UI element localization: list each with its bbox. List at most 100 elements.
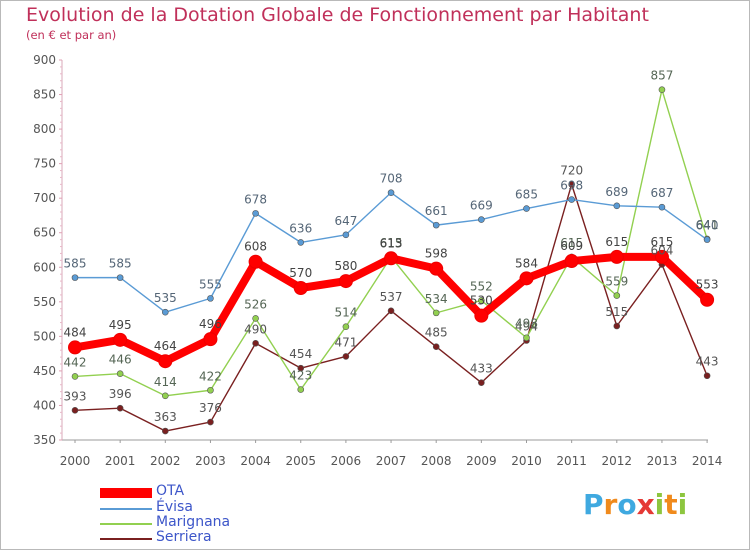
- x-tick-label: 2010: [511, 454, 542, 468]
- data-label-ota: 608: [244, 240, 267, 254]
- data-label-evisa: 647: [334, 214, 357, 228]
- data-label-marignana: 615: [380, 236, 403, 250]
- series-layer: [68, 86, 715, 435]
- data-point-ota: [564, 254, 579, 269]
- data-point-serriera: [478, 379, 485, 386]
- data-point-evisa: [342, 231, 350, 239]
- data-point-evisa: [162, 308, 169, 316]
- data-label-serriera: 604: [650, 244, 673, 258]
- data-label-evisa: 585: [64, 257, 87, 271]
- data-label-serriera: 443: [696, 355, 719, 369]
- data-label-marignana: 498: [515, 317, 538, 331]
- data-point-ota: [68, 340, 82, 355]
- logo-letter: o: [617, 488, 637, 521]
- data-label-ota: 580: [334, 259, 357, 273]
- data-label-marignana: 857: [650, 69, 673, 83]
- data-label-marignana: 514: [334, 306, 357, 320]
- data-point-evisa: [478, 216, 485, 223]
- data-point-serriera: [432, 343, 440, 351]
- logo-letter: t: [664, 488, 678, 521]
- data-point-marignana: [658, 86, 666, 94]
- data-point-ota: [519, 271, 534, 286]
- data-point-marignana: [162, 392, 169, 400]
- x-tick-label: 2007: [376, 454, 407, 468]
- data-point-marignana: [116, 370, 124, 377]
- data-point-serriera: [71, 406, 79, 414]
- chart-subtitle: (en € et par an): [26, 28, 117, 42]
- data-label-marignana: 534: [425, 292, 448, 306]
- data-label-serriera: 376: [199, 401, 222, 415]
- data-label-marignana: 414: [154, 375, 177, 389]
- data-label-marignana: 641: [696, 218, 719, 232]
- y-tick-label: 700: [33, 191, 56, 205]
- data-label-ota: 484: [64, 325, 87, 339]
- legend-swatch-serriera: [100, 538, 152, 540]
- data-point-serriera: [703, 372, 711, 380]
- data-point-marignana: [432, 309, 440, 317]
- data-label-evisa: 585: [109, 257, 132, 271]
- data-point-serriera: [568, 181, 575, 188]
- data-point-serriera: [252, 339, 259, 347]
- data-label-evisa: 698: [560, 179, 583, 193]
- x-tick-label: 2009: [466, 454, 497, 468]
- data-label-serriera: 396: [109, 387, 132, 401]
- data-label-marignana: 526: [244, 297, 267, 311]
- logo-letter: i: [677, 488, 688, 521]
- x-tick-label: 2005: [285, 454, 316, 468]
- x-tick-label: 2006: [331, 454, 362, 468]
- data-label-serriera: 363: [154, 410, 177, 424]
- data-label-ota: 570: [289, 266, 312, 280]
- data-point-ota: [113, 332, 128, 347]
- data-point-ota: [429, 261, 444, 276]
- x-tick-label: 2003: [195, 454, 226, 468]
- data-label-marignana: 446: [109, 353, 132, 367]
- x-tick-label: 2004: [240, 454, 271, 468]
- data-label-evisa: 708: [380, 172, 403, 186]
- data-label-marignana: 615: [560, 236, 583, 250]
- data-label-evisa: 636: [289, 221, 312, 235]
- data-point-ota: [609, 249, 624, 264]
- y-tick-label: 450: [33, 364, 56, 378]
- data-point-marignana: [342, 323, 350, 330]
- data-label-marignana: 423: [289, 369, 312, 383]
- data-label-serriera: 494: [515, 320, 538, 334]
- x-tick-label: 2008: [421, 454, 452, 468]
- data-label-serriera: 537: [380, 290, 403, 304]
- data-label-serriera: 433: [470, 362, 493, 376]
- data-label-serriera: 393: [64, 389, 87, 403]
- legend-label-serriera: Serriera: [156, 529, 212, 545]
- legend-swatch-marignana: [100, 523, 152, 525]
- data-point-evisa: [658, 203, 666, 211]
- data-label-ota: 615: [605, 235, 628, 249]
- data-label-serriera: 720: [560, 163, 583, 177]
- axes: 350 400 450 500 550 600 650 700 750 800 850 900 2000…: [33, 53, 722, 468]
- data-point-evisa: [207, 295, 214, 302]
- data-label-serriera: 471: [334, 335, 357, 349]
- data-point-evisa: [116, 274, 124, 281]
- data-point-marignana: [207, 386, 214, 394]
- data-point-evisa: [432, 221, 440, 229]
- data-point-ota: [338, 274, 353, 289]
- data-label-evisa: 678: [244, 192, 267, 206]
- data-label-evisa: 555: [199, 277, 222, 291]
- data-point-serriera: [342, 353, 350, 360]
- data-label-evisa: 687: [650, 186, 673, 200]
- data-label-evisa: 535: [154, 291, 177, 305]
- data-label-ota: 495: [109, 318, 132, 332]
- data-label-marignana: 422: [199, 369, 222, 383]
- y-tick-label: 650: [33, 226, 56, 240]
- data-label-serriera: 485: [425, 326, 448, 340]
- data-labels-layer: 393 396 363 376 490 454 471 537 485 433 494 720 515 6…: [64, 69, 719, 424]
- logo-letter: x: [636, 488, 655, 521]
- legend-label-evisa: Évisa: [156, 499, 193, 515]
- y-tick-label: 500: [33, 329, 56, 343]
- logo-letter: r: [603, 488, 618, 521]
- data-label-ota: 530: [470, 294, 493, 308]
- y-tick-label: 350: [33, 433, 56, 447]
- data-point-marignana: [478, 297, 485, 304]
- x-tick-label: 2012: [602, 454, 633, 468]
- data-point-marignana: [252, 315, 259, 322]
- x-tick-label: 2011: [556, 454, 587, 468]
